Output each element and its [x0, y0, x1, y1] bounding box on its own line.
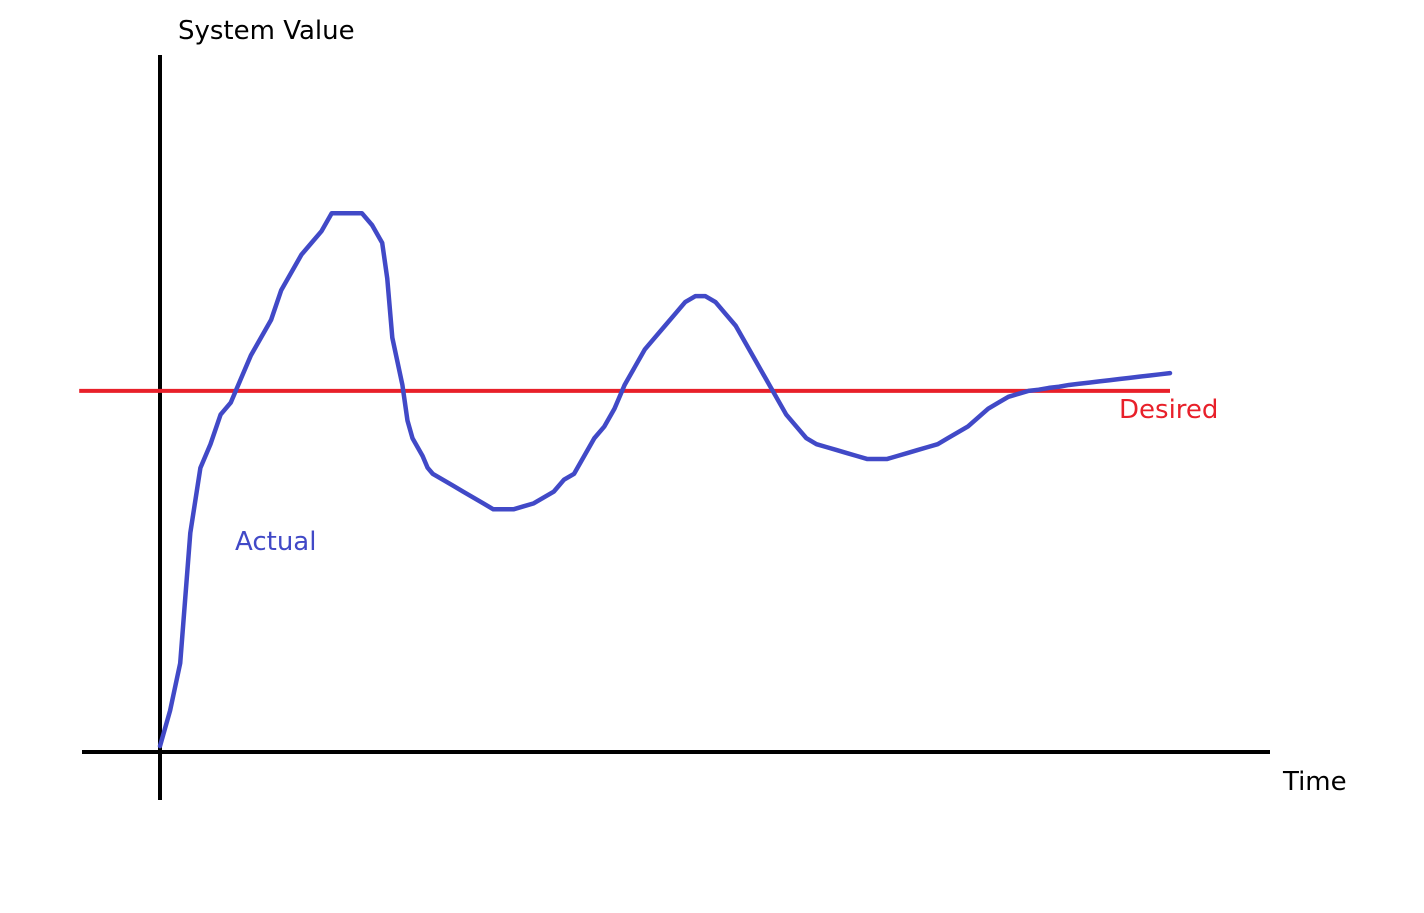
- series-label-desired: Desired: [1119, 395, 1218, 425]
- series-line-actual: [157, 211, 1173, 749]
- series-layer: [79, 211, 1173, 749]
- y-axis-label: System Value: [178, 16, 355, 46]
- x-axis-label: Time: [1282, 767, 1347, 797]
- series-label-actual: Actual: [235, 527, 316, 557]
